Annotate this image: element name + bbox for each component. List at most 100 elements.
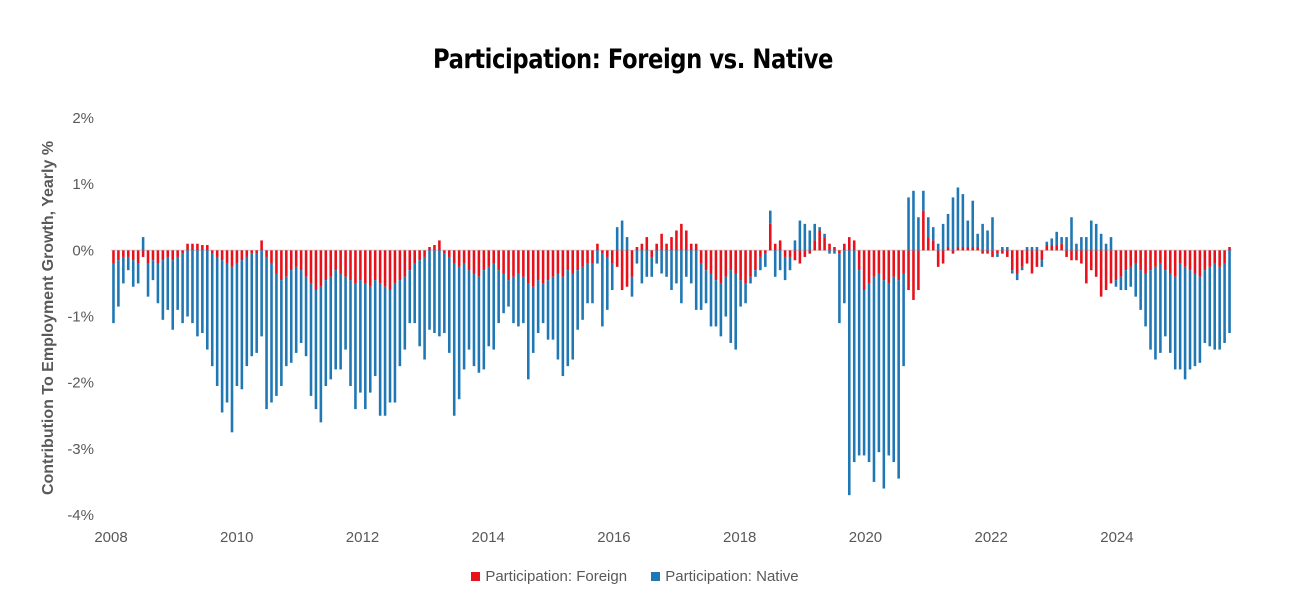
bar-foreign bbox=[912, 250, 915, 300]
bar-foreign bbox=[487, 250, 491, 267]
bar-foreign bbox=[443, 250, 446, 254]
x-tick-label: 2008 bbox=[94, 529, 127, 546]
bar-native bbox=[941, 223, 945, 251]
bar-foreign bbox=[571, 250, 575, 274]
bar-foreign bbox=[304, 250, 308, 277]
bar-native bbox=[971, 200, 975, 248]
bar-foreign bbox=[527, 250, 530, 284]
bar-native bbox=[373, 280, 377, 377]
bar-foreign bbox=[783, 250, 787, 257]
bar-foreign bbox=[176, 250, 179, 257]
bar-native bbox=[803, 223, 807, 251]
bar-native bbox=[457, 266, 461, 400]
bar-foreign bbox=[976, 247, 979, 251]
bar-foreign bbox=[492, 250, 496, 264]
bar-native bbox=[413, 263, 416, 324]
bar-foreign bbox=[823, 237, 826, 251]
bar-foreign bbox=[112, 250, 115, 264]
bar-foreign bbox=[788, 250, 792, 257]
bar-native bbox=[324, 280, 328, 386]
bar-native bbox=[1085, 237, 1088, 251]
bar-native bbox=[156, 263, 160, 304]
bar-foreign bbox=[714, 250, 718, 281]
bar-native bbox=[596, 250, 599, 264]
bar-native bbox=[838, 253, 841, 324]
bar-foreign bbox=[1203, 250, 1207, 271]
bar-foreign bbox=[1154, 250, 1157, 267]
bar-foreign bbox=[704, 250, 708, 271]
bar-foreign bbox=[215, 250, 219, 257]
bar-native bbox=[1164, 270, 1167, 337]
bar-foreign bbox=[388, 250, 392, 291]
bar-foreign bbox=[610, 250, 614, 264]
bar-foreign bbox=[615, 250, 619, 267]
bar-foreign bbox=[1060, 243, 1063, 251]
bar-native bbox=[749, 276, 752, 284]
bar-native bbox=[823, 233, 826, 238]
bar-native bbox=[146, 263, 150, 297]
bar-native bbox=[260, 250, 263, 337]
bar-native bbox=[897, 280, 900, 479]
bar-foreign bbox=[161, 250, 165, 261]
bar-native bbox=[161, 260, 165, 320]
bar-native bbox=[788, 256, 792, 271]
bar-foreign bbox=[739, 250, 742, 281]
bar-native bbox=[571, 273, 575, 360]
bar-foreign bbox=[166, 250, 170, 257]
bar-native bbox=[1144, 273, 1147, 327]
bar-native bbox=[867, 283, 871, 463]
bar-native bbox=[773, 250, 777, 277]
bar-native bbox=[443, 253, 446, 334]
bar-foreign bbox=[927, 237, 930, 251]
bar-native bbox=[551, 276, 555, 340]
bar-foreign bbox=[171, 250, 175, 261]
bar-foreign bbox=[230, 250, 234, 267]
bar-native bbox=[927, 217, 930, 238]
bar-foreign bbox=[186, 243, 189, 251]
bar-native bbox=[1065, 237, 1068, 251]
bar-native bbox=[704, 270, 708, 304]
bar-foreign bbox=[877, 250, 881, 274]
bar-foreign bbox=[813, 240, 816, 251]
bar-foreign bbox=[314, 250, 318, 291]
bar-foreign bbox=[1065, 250, 1068, 257]
bar-foreign bbox=[359, 250, 362, 281]
bar-native bbox=[210, 253, 214, 367]
bar-foreign bbox=[122, 250, 125, 257]
y-axis-ticks: 2% 1% 0% -1% -2% -3% -4% bbox=[67, 110, 94, 524]
bar-native bbox=[541, 283, 545, 324]
bar-foreign bbox=[561, 250, 565, 277]
bar-foreign bbox=[467, 250, 471, 271]
bar-foreign bbox=[670, 237, 673, 251]
bar-foreign bbox=[818, 230, 821, 251]
bar-native bbox=[1104, 243, 1108, 251]
bar-foreign bbox=[709, 250, 713, 274]
bar-native bbox=[1094, 223, 1098, 251]
bar-native bbox=[181, 253, 184, 324]
bar-native bbox=[719, 283, 723, 337]
bar-native bbox=[245, 256, 249, 367]
bar-foreign bbox=[191, 243, 194, 251]
bar-native bbox=[793, 240, 797, 251]
bar-foreign bbox=[719, 250, 723, 284]
bar-foreign bbox=[383, 250, 387, 287]
bar-foreign bbox=[319, 250, 323, 287]
bar-foreign bbox=[576, 250, 579, 271]
bar-native bbox=[176, 256, 179, 310]
bar-native bbox=[620, 220, 624, 251]
bar-native bbox=[1218, 266, 1221, 350]
bar-foreign bbox=[803, 250, 807, 257]
bar-native bbox=[1099, 233, 1103, 251]
bar-foreign bbox=[136, 250, 140, 264]
bar-foreign bbox=[1114, 250, 1118, 281]
bar-native bbox=[857, 270, 861, 456]
bar-native bbox=[556, 273, 560, 360]
bar-foreign bbox=[734, 250, 737, 274]
bar-foreign bbox=[759, 250, 762, 257]
bar-native bbox=[783, 256, 787, 281]
bar-native bbox=[729, 270, 733, 343]
bar-native bbox=[462, 263, 466, 370]
bar-foreign bbox=[309, 250, 313, 284]
bar-foreign bbox=[768, 223, 772, 251]
bar-native bbox=[1025, 247, 1029, 251]
